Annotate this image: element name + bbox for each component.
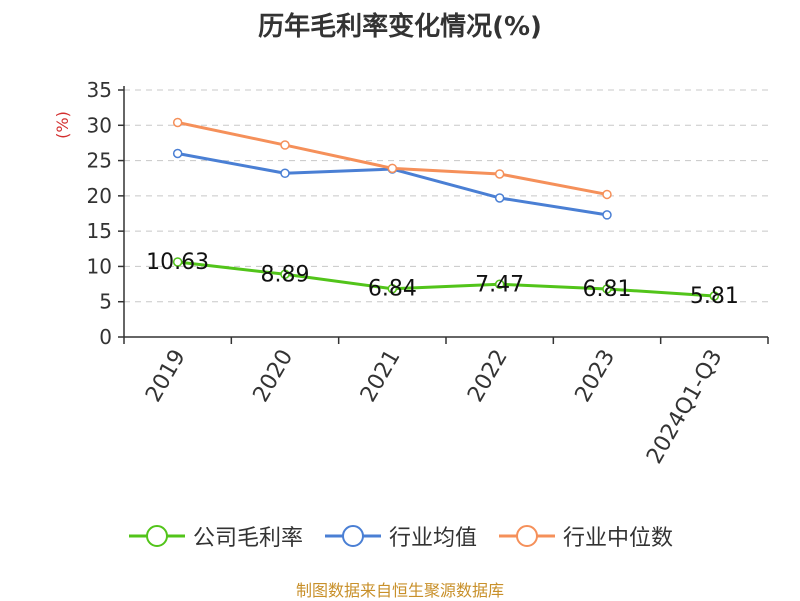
x-tick-label: 2023 [571,346,621,407]
y-tick-label: 10 [87,254,112,278]
series-line [177,152,608,217]
data-point [280,269,290,280]
series-line [177,260,715,298]
source-note: 制图数据来自恒生聚源数据库 [295,581,504,600]
data-label: 8.89 [261,262,310,287]
legend-label: 行业中位数 [563,526,674,551]
data-point [172,117,183,128]
data-point [387,163,398,174]
x-tick-label: 2024Q1-Q3 [642,346,727,469]
data-point [602,210,612,220]
chart-title: 历年毛利率变化情况(%) [258,12,542,42]
data-label: 7.47 [475,272,524,297]
x-tick-label: 2019 [141,346,191,407]
y-tick-label: 20 [87,184,112,208]
legend-marker-icon [324,525,381,547]
legend-item[interactable]: 公司毛利率 [127,520,303,552]
legend-marker-icon [128,525,185,547]
legend-marker-icon [499,525,555,547]
y-tick-label: 15 [87,219,112,243]
data-point [280,140,290,150]
data-point [280,168,290,179]
y-tick-label: 25 [87,149,112,173]
data-label: 10.63 [146,250,209,275]
data-point [172,257,183,267]
y-axis-label: (%) [53,111,72,139]
y-tick-label: 0 [99,325,112,349]
data-point [387,283,398,294]
series-line [177,120,608,196]
data-label: 6.84 [368,277,417,302]
legend-label: 公司毛利率 [192,526,303,551]
data-point [602,284,612,294]
data-point [494,279,505,290]
y-tick-label: 35 [87,78,112,102]
legend-label: 行业均值 [388,526,477,551]
data-point [494,193,505,203]
data-point [494,169,505,179]
y-tick-label: 30 [87,113,112,137]
x-tick-label: 2020 [249,346,299,407]
x-tick-label: 2021 [356,346,406,407]
data-point [172,148,183,159]
x-tick-label: 2022 [463,346,513,407]
data-label: 5.81 [690,284,739,309]
legend-item[interactable]: 行业均值 [323,520,477,552]
y-tick-label: 5 [99,290,112,314]
data-point [709,291,720,301]
data-label: 6.81 [583,277,632,302]
legend: 公司毛利率 行业均值 行业中位数 [0,520,800,555]
data-point [602,189,612,200]
legend-item[interactable]: 行业中位数 [497,520,673,552]
